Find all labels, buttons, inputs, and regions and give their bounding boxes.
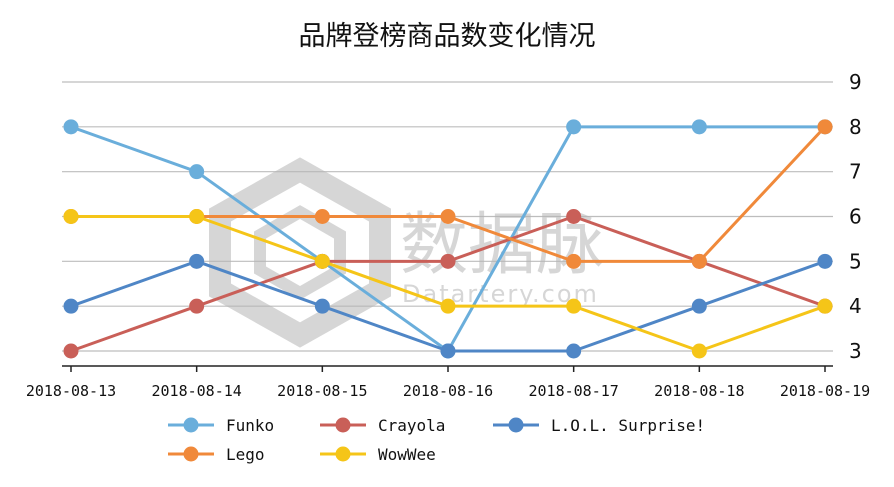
y-tick-label: 3 (849, 339, 862, 363)
legend-label: Crayola (378, 416, 445, 435)
legend-item: Crayola (320, 416, 445, 435)
data-point (440, 343, 456, 359)
data-point (440, 209, 456, 224)
x-tick-label: 2018-08-17 (529, 382, 619, 400)
y-tick-label: 9 (849, 70, 862, 94)
legend-marker (335, 417, 351, 433)
x-tick-label: 2018-08-14 (152, 382, 242, 400)
data-point (189, 253, 205, 269)
x-tick-label: 2018-08-13 (26, 382, 116, 400)
data-point (817, 298, 833, 314)
data-point (440, 253, 456, 269)
legend-item: Lego (168, 445, 265, 464)
y-tick-label: 6 (849, 205, 862, 229)
data-point (691, 119, 707, 135)
data-point (566, 119, 582, 135)
data-point (63, 298, 79, 314)
data-point (314, 253, 330, 269)
legend-marker (183, 446, 199, 462)
legend-marker (508, 417, 524, 433)
data-point (566, 253, 582, 269)
chart-title: 品牌登榜商品数变化情况 (298, 21, 596, 52)
data-point (440, 298, 456, 314)
data-point (189, 209, 205, 224)
legend-item: Funko (168, 416, 274, 435)
axes: 3 4 5 6 7 8 9 2018-08-13 2018-08-14 2018-08-15 201… (26, 70, 870, 400)
y-tick-label: 7 (849, 160, 862, 184)
x-tick-label: 2018-08-19 (780, 382, 870, 400)
data-point (314, 298, 330, 314)
data-point (691, 343, 707, 359)
data-point (63, 119, 79, 135)
legend-item: L.O.L. Surprise! (493, 416, 705, 435)
data-point (566, 298, 582, 314)
series-lines (63, 119, 833, 359)
watermark-sub-text: Datartery.com (402, 280, 599, 308)
legend: Funko Crayola L.O.L. Surprise! Lego WowWee (168, 416, 705, 464)
legend-marker (183, 417, 199, 433)
data-point (314, 209, 330, 224)
data-point (189, 298, 205, 314)
data-point (817, 253, 833, 269)
legend-item: WowWee (320, 445, 436, 464)
legend-label: Lego (226, 445, 265, 464)
data-point (817, 119, 833, 135)
legend-label: WowWee (378, 445, 436, 464)
y-tick-label: 8 (849, 115, 862, 139)
x-tick-label: 2018-08-16 (403, 382, 493, 400)
legend-label: L.O.L. Surprise! (551, 416, 705, 435)
data-point (691, 253, 707, 269)
x-tick-label: 2018-08-18 (654, 382, 744, 400)
data-point (691, 298, 707, 314)
legend-marker (335, 446, 351, 462)
data-point (189, 164, 205, 180)
data-point (566, 209, 582, 224)
data-point (63, 343, 79, 359)
data-point (566, 343, 582, 359)
y-tick-label: 4 (849, 294, 862, 318)
data-point (63, 209, 79, 224)
x-tick-label: 2018-08-15 (277, 382, 367, 400)
legend-label: Funko (226, 416, 274, 435)
y-tick-label: 5 (849, 249, 862, 273)
